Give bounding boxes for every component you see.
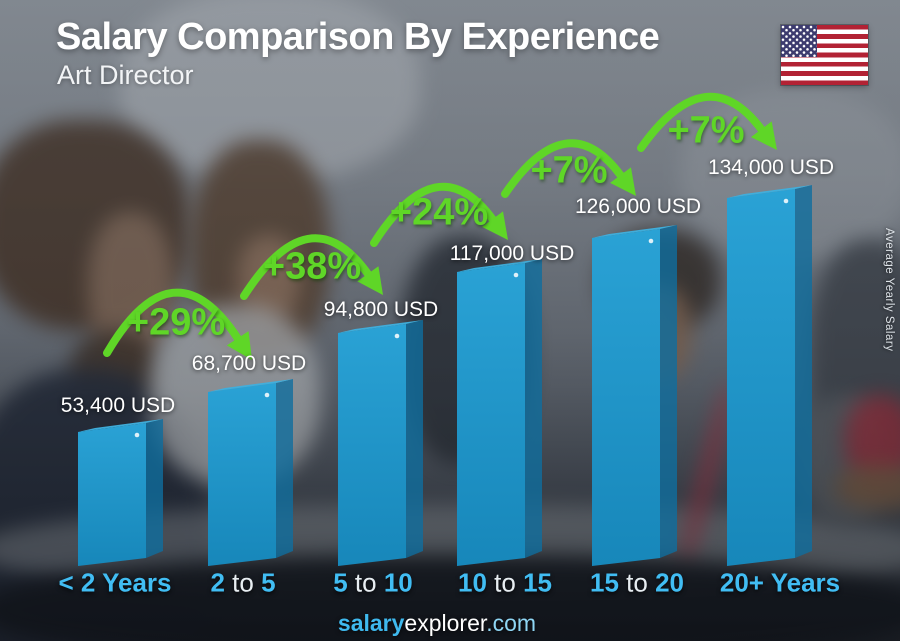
percent-change-label-1: +29% — [126, 301, 226, 344]
bar-top-6 — [727, 185, 812, 198]
bar-front-4 — [457, 263, 525, 566]
percent-change-label-3: +24% — [389, 191, 489, 234]
percent-change-label-5: +7% — [667, 109, 745, 152]
category-connector: to — [224, 567, 262, 598]
category-label-2: 2 to 5 — [210, 568, 275, 599]
category-text: 10 — [458, 567, 487, 598]
bar-glint-2 — [264, 392, 270, 398]
percent-change-label-4: +7% — [530, 149, 608, 192]
growth-arrow-5 — [637, 92, 766, 152]
bar-glint-6 — [783, 198, 789, 204]
bar-side-1 — [146, 419, 163, 558]
bar-glint-5 — [648, 238, 654, 244]
category-connector: to — [618, 567, 656, 598]
growth-arrowhead-4 — [610, 167, 636, 196]
bar-side-2 — [276, 379, 293, 558]
bar-front-1 — [78, 423, 146, 566]
bar-front-3 — [338, 324, 406, 566]
brand-plain: explorer — [404, 610, 487, 636]
brand-accent: salary — [337, 610, 405, 636]
bar-side-4 — [525, 259, 542, 558]
us-flag-canton — [781, 25, 817, 58]
salary-value-label-5: 126,000 USD — [574, 195, 702, 218]
bar-front-5 — [592, 229, 660, 566]
category-text: 10 — [383, 567, 413, 598]
bar-side-5 — [660, 225, 677, 558]
growth-arrowhead-1 — [226, 331, 252, 360]
category-text: 5 — [261, 567, 276, 598]
bg-dark-foreground — [0, 555, 900, 641]
category-label-6: 20+ Years — [720, 568, 840, 599]
bar-top-2 — [208, 379, 293, 392]
bar-top-5 — [592, 225, 677, 238]
category-text: < 2 Years — [58, 567, 172, 598]
category-text: 15 — [590, 567, 619, 598]
job-title: Art Director — [57, 60, 194, 90]
bar-front-2 — [208, 383, 276, 566]
growth-arrowhead-3 — [482, 211, 508, 240]
salary-value-label-6: 134,000 USD — [707, 156, 835, 179]
category-text: 20 — [655, 567, 684, 598]
salary-value-label-1: 53,400 USD — [60, 394, 176, 417]
growth-arrowhead-5 — [750, 121, 777, 150]
brand-tld: .com — [486, 610, 537, 636]
y-axis-label: Average Yearly Salary — [883, 228, 895, 352]
salary-value-label-2: 68,700 USD — [191, 352, 307, 375]
category-connector: to — [347, 567, 384, 598]
growth-arrow-4 — [501, 139, 625, 198]
salary-value-label-3: 94,800 USD — [323, 298, 439, 321]
bar-side-3 — [406, 320, 423, 558]
growth-arrow-1 — [103, 288, 242, 357]
site-watermark: salaryexplorer.com — [0, 610, 874, 637]
bar-top-1 — [78, 419, 163, 432]
salary-value-label-4: 117,000 USD — [449, 242, 575, 265]
growth-arrowhead-2 — [357, 266, 383, 295]
category-connector: to — [486, 567, 524, 598]
bar-side-6 — [795, 185, 812, 558]
category-text: 15 — [523, 567, 552, 598]
category-label-1: < 2 Years — [58, 568, 171, 599]
bar-top-3 — [338, 320, 423, 333]
bar-front-6 — [727, 189, 795, 566]
bar-glint-1 — [134, 432, 140, 438]
growth-arrow-2 — [240, 234, 372, 300]
bar-glint-4 — [513, 272, 519, 278]
category-text: 2 — [210, 567, 225, 598]
growth-arrow-3 — [370, 182, 497, 247]
category-text: 5 — [333, 567, 348, 598]
page-title: Salary Comparison By Experience — [56, 16, 660, 58]
bg-wood-object — [835, 465, 900, 510]
bar-glint-3 — [394, 333, 400, 339]
bar-top-4 — [457, 259, 542, 272]
category-label-4: 10 to 15 — [458, 568, 552, 599]
category-label-3: 5 to 10 — [333, 568, 413, 599]
us-flag-icon — [781, 25, 868, 85]
category-label-5: 15 to 20 — [590, 568, 684, 599]
category-text: 20+ Years — [719, 567, 841, 598]
percent-change-label-2: +38% — [262, 245, 362, 288]
